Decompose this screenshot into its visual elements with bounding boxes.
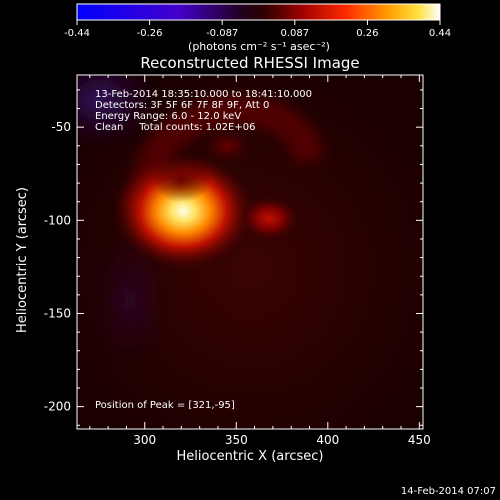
annotations: 13-Feb-2014 18:35:10.000 to 18:41:10.000… <box>95 89 312 411</box>
colorbar-tick-label: 0.087 <box>280 28 309 39</box>
colorbar-tick-label: -0.44 <box>64 28 90 39</box>
secondary-source <box>199 124 256 167</box>
chart-title: Reconstructed RHESSI Image <box>140 54 359 72</box>
colorbar-tick-label: -0.087 <box>206 28 238 39</box>
y-axis-label: Heliocentric Y (arcsec) <box>15 187 30 333</box>
colorbar-tick-label: -0.26 <box>137 28 163 39</box>
annotation-peak: Position of Peak = [321,-95] <box>95 400 235 411</box>
secondary-source <box>239 196 300 241</box>
colorbar-ticks <box>76 20 441 25</box>
annotation-energy: Energy Range: 6.0 - 12.0 keV <box>95 111 241 122</box>
x-tick-label: 400 <box>316 433 339 447</box>
footer-timestamp: 14-Feb-2014 07:07 <box>401 486 496 497</box>
annotation-detectors: Detectors: 3F 5F 6F 7F 8F 9F, Att 0 <box>95 100 269 111</box>
y-tick-label: -50 <box>51 120 71 134</box>
heatmap-image <box>77 75 423 429</box>
source-blobs <box>113 124 300 270</box>
colorbar-strip <box>76 3 441 21</box>
x-tick-label: 300 <box>133 433 156 447</box>
colorbar-unit-label: (photons cm⁻² s⁻¹ asec⁻²) <box>188 40 330 53</box>
colorbar-tick-label: 0.26 <box>356 28 378 39</box>
colorbar-tick-label: 0.44 <box>429 28 451 39</box>
negative-region <box>77 75 155 145</box>
y-tick-label: -100 <box>44 213 71 227</box>
negative-region <box>90 230 170 370</box>
colorbar-tick-labels: -0.44 -0.26 -0.087 0.087 0.26 0.44 <box>64 28 451 39</box>
x-axis-label: Heliocentric X (arcsec) <box>177 449 324 464</box>
annotation-method: Clean Total counts: 1.02E+06 <box>95 122 255 133</box>
axis-tick-labels: 300 350 400 450 -50 -100 -150 -200 <box>44 120 431 447</box>
y-tick-label: -200 <box>44 400 71 414</box>
secondary-source <box>150 156 212 203</box>
x-tick-label: 350 <box>225 433 248 447</box>
peak-source <box>113 153 254 270</box>
y-tick-label: -150 <box>44 306 71 320</box>
axis-ticks <box>77 75 423 429</box>
x-tick-label: 450 <box>408 433 431 447</box>
annotation-time: 13-Feb-2014 18:35:10.000 to 18:41:10.000 <box>95 89 312 100</box>
plot-frame <box>76 74 424 430</box>
